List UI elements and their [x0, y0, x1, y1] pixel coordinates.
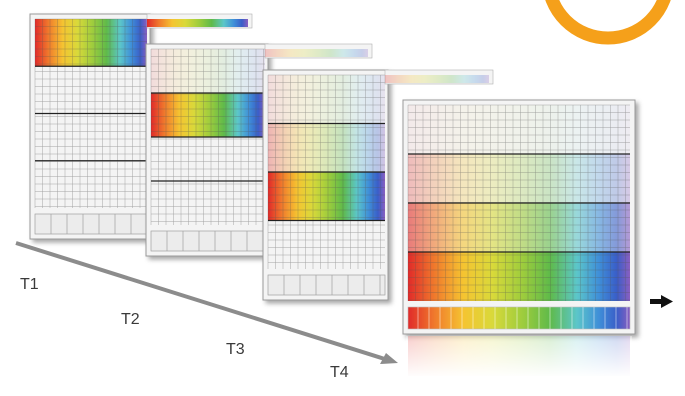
frame-t4: [402, 99, 636, 378]
frame-top-edge: [146, 13, 253, 29]
time-label-t4: T4: [330, 364, 349, 381]
time-axis-arrowhead: [380, 353, 398, 364]
colored-band: [151, 93, 265, 137]
right-arrow-icon: [650, 295, 673, 308]
spectrum-strip: [407, 306, 631, 330]
faded-band: [268, 123, 385, 172]
cell-strip: [267, 274, 386, 296]
faded-band: [408, 105, 630, 154]
frame-top-edge: [264, 43, 373, 59]
time-axis-line: [15, 241, 389, 362]
faded-band: [408, 154, 630, 203]
reflection-fade: [406, 336, 632, 378]
frame-top-edge: [384, 69, 494, 85]
cell-strip: [34, 213, 148, 235]
time-label-t1: T1: [20, 276, 39, 293]
frame-t2: [145, 43, 269, 257]
time-label-t2: T2: [121, 311, 140, 328]
frame-t3: [262, 69, 389, 301]
colored-band: [35, 19, 147, 67]
time-label-t3: T3: [226, 341, 245, 358]
colored-band: [408, 252, 630, 301]
colored-band: [268, 172, 385, 221]
faded-band: [408, 203, 630, 252]
orange-ring-icon: [545, 0, 671, 45]
cell-strip: [150, 230, 266, 252]
frame-t1: [29, 13, 151, 240]
